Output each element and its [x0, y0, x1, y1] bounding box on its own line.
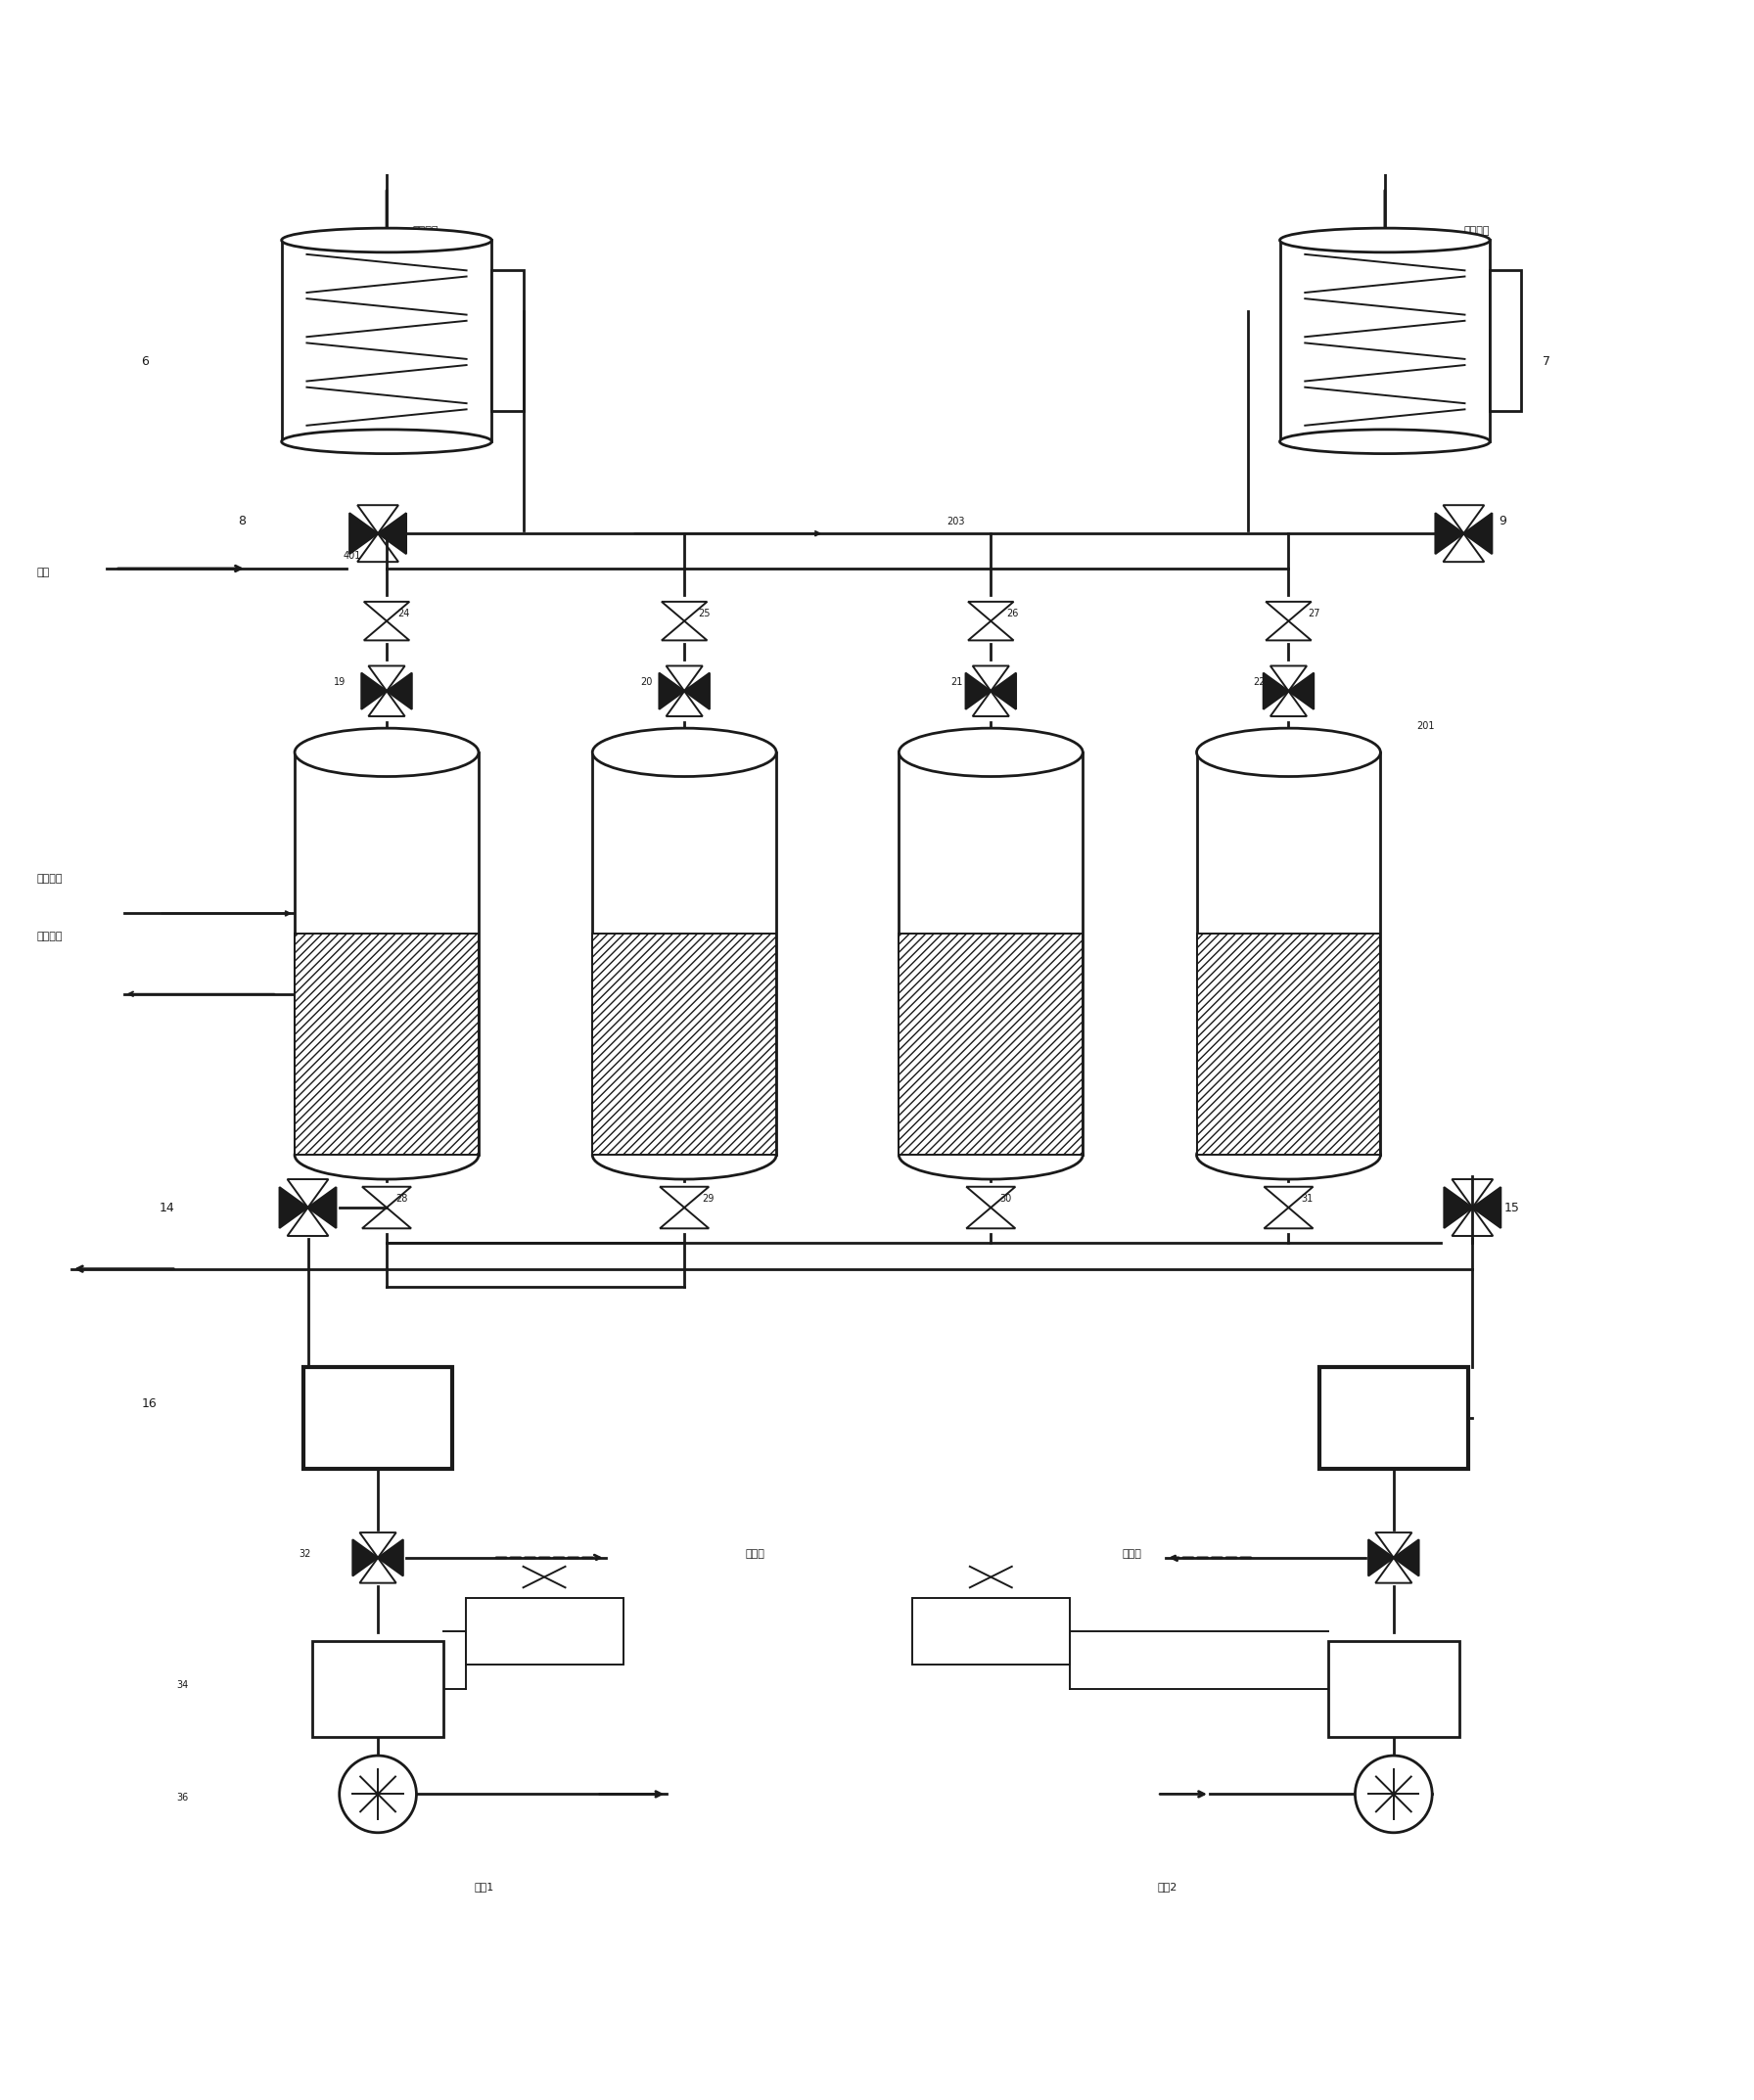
Bar [295, 752, 479, 1155]
Polygon shape [309, 1186, 337, 1228]
Polygon shape [353, 1539, 377, 1575]
Text: 检测样品: 检测样品 [1463, 225, 1489, 235]
Ellipse shape [1280, 430, 1489, 454]
Bar [295, 935, 479, 1155]
Text: 氮气: 氮气 [37, 567, 49, 578]
Bar [898, 935, 1082, 1155]
Text: 21: 21 [951, 678, 963, 687]
Bar [303, 1367, 453, 1468]
Text: 35: 35 [561, 1636, 574, 1646]
Ellipse shape [1196, 1132, 1380, 1180]
Polygon shape [1263, 672, 1289, 710]
Circle shape [1356, 1756, 1433, 1833]
Bar [593, 935, 777, 1155]
Bar [465, 1598, 623, 1665]
Text: 29: 29 [702, 1195, 714, 1203]
Bar [312, 1640, 444, 1737]
Polygon shape [386, 672, 412, 710]
Text: 19: 19 [333, 678, 346, 687]
Polygon shape [377, 1539, 403, 1575]
Text: 9: 9 [1498, 514, 1507, 527]
Polygon shape [279, 1186, 309, 1228]
Polygon shape [377, 512, 407, 554]
Text: 10: 10 [426, 977, 442, 989]
Polygon shape [1394, 1539, 1419, 1575]
Bar [1489, 271, 1521, 412]
Polygon shape [660, 672, 684, 710]
Text: 31: 31 [1301, 1195, 1312, 1203]
Bar [593, 752, 777, 1155]
Text: 28: 28 [395, 1195, 407, 1203]
Bar [912, 1598, 1070, 1665]
Text: 22: 22 [1254, 678, 1266, 687]
Text: 熔气伴热: 熔气伴热 [37, 874, 63, 884]
Bar [1280, 239, 1489, 441]
Text: 14: 14 [160, 1201, 174, 1214]
Text: 26: 26 [1007, 609, 1019, 620]
Text: 12: 12 [1031, 977, 1047, 989]
Ellipse shape [295, 1132, 479, 1180]
Ellipse shape [282, 430, 491, 454]
Text: 16: 16 [142, 1397, 156, 1409]
Polygon shape [1463, 512, 1493, 554]
Bar [898, 752, 1082, 1155]
Polygon shape [361, 672, 386, 710]
Polygon shape [349, 512, 377, 554]
Text: 检测样品: 检测样品 [412, 225, 438, 235]
Ellipse shape [898, 1132, 1082, 1180]
Polygon shape [1289, 672, 1314, 710]
Bar [1196, 935, 1380, 1155]
Text: 203: 203 [947, 517, 965, 527]
Text: 27: 27 [1308, 609, 1321, 620]
Polygon shape [966, 672, 991, 710]
Text: 固件1: 固件1 [474, 1882, 495, 1892]
Ellipse shape [282, 229, 491, 252]
Text: 6: 6 [142, 355, 149, 368]
Text: 36: 36 [177, 1793, 188, 1802]
Text: 11: 11 [723, 977, 738, 989]
Ellipse shape [898, 729, 1082, 777]
Text: 逃色管: 逃色管 [1123, 1550, 1142, 1558]
Ellipse shape [1196, 729, 1380, 777]
Text: 8: 8 [239, 514, 246, 527]
Text: 201: 201 [1417, 720, 1435, 731]
Bar [1328, 1640, 1459, 1737]
Text: 34: 34 [177, 1680, 188, 1691]
Text: 15: 15 [1503, 1201, 1519, 1214]
Polygon shape [684, 672, 710, 710]
Bar [1196, 752, 1380, 1155]
Text: 20: 20 [640, 678, 652, 687]
Text: 30: 30 [1000, 1195, 1012, 1203]
Text: 32: 32 [300, 1550, 310, 1558]
Text: 13: 13 [1328, 977, 1342, 989]
Bar [1319, 1367, 1468, 1468]
Bar [491, 271, 523, 412]
Polygon shape [991, 672, 1016, 710]
Polygon shape [1472, 1186, 1501, 1228]
Text: 24: 24 [396, 609, 409, 620]
Text: 25: 25 [698, 609, 710, 620]
Ellipse shape [1280, 229, 1489, 252]
Polygon shape [1368, 1539, 1394, 1575]
Text: 熔气伴热: 熔气伴热 [37, 930, 63, 941]
Text: 固件2: 固件2 [1158, 1882, 1177, 1892]
Polygon shape [1435, 512, 1463, 554]
Text: 7: 7 [1542, 355, 1551, 368]
Circle shape [339, 1756, 416, 1833]
Text: 401: 401 [342, 552, 361, 561]
Text: 逃色管: 逃色管 [745, 1550, 765, 1558]
Polygon shape [1444, 1186, 1472, 1228]
Ellipse shape [593, 729, 777, 777]
Ellipse shape [593, 1132, 777, 1180]
Ellipse shape [295, 729, 479, 777]
Bar [282, 239, 491, 441]
